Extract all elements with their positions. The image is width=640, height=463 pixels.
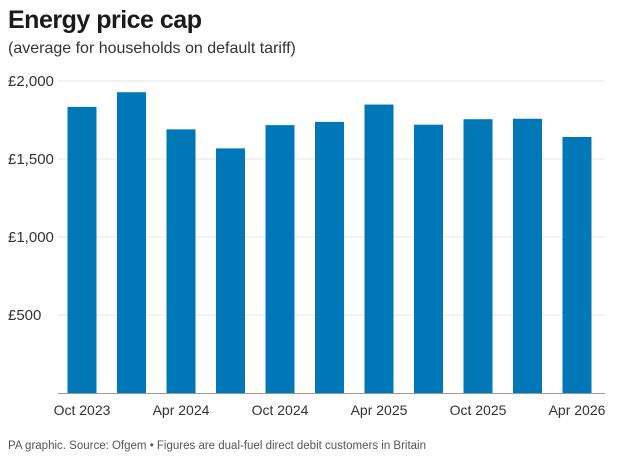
chart-footer: PA graphic. Source: Ofgem • Figures are … bbox=[8, 440, 427, 452]
bar bbox=[414, 124, 443, 394]
x-tick-label: Apr 2024 bbox=[153, 402, 210, 418]
bar bbox=[67, 106, 97, 394]
bar bbox=[315, 121, 344, 393]
y-tick-label: £2,000 bbox=[8, 73, 54, 90]
y-tick-label: £500 bbox=[8, 307, 41, 324]
bar bbox=[117, 92, 146, 394]
x-tick-label: Oct 2024 bbox=[252, 402, 309, 418]
y-tick-label: £1,500 bbox=[8, 151, 54, 168]
bar bbox=[513, 118, 542, 393]
bar bbox=[463, 119, 493, 393]
bar bbox=[364, 104, 394, 393]
x-tick-label: Oct 2023 bbox=[54, 402, 111, 418]
chart-title: Energy price cap bbox=[8, 6, 202, 34]
bar bbox=[265, 125, 295, 393]
y-tick-label: £1,000 bbox=[8, 229, 54, 246]
x-tick-label: Apr 2025 bbox=[351, 402, 408, 418]
chart-subtitle: (average for households on default tarif… bbox=[8, 40, 296, 57]
bar bbox=[562, 137, 592, 393]
bar bbox=[216, 148, 245, 393]
bar bbox=[166, 129, 196, 394]
x-tick-label: Oct 2025 bbox=[450, 402, 507, 418]
x-tick-label: Apr 2026 bbox=[549, 402, 606, 418]
